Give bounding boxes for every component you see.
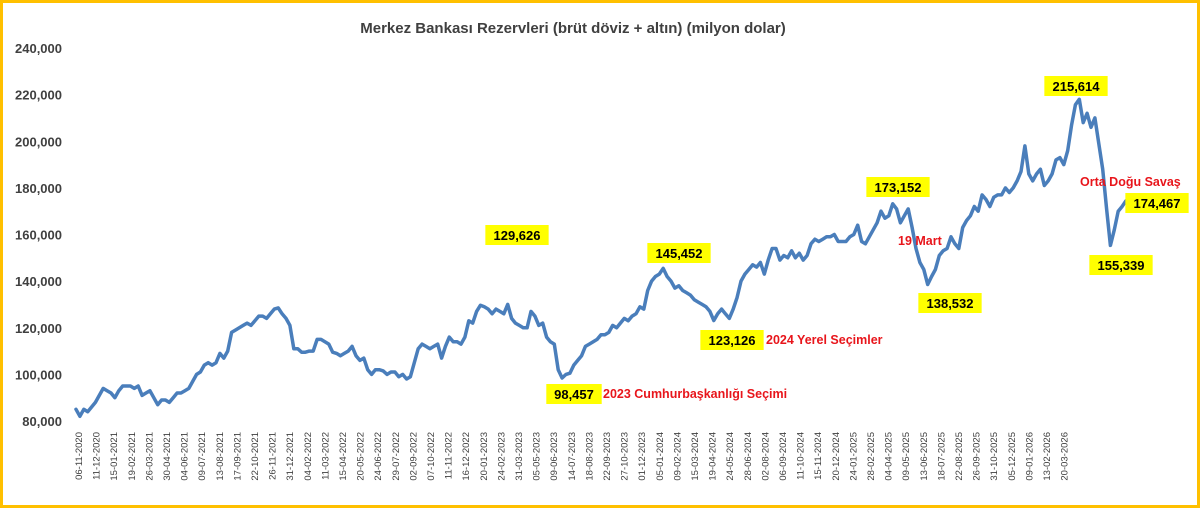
x-tick-label: 09-07-2021	[197, 432, 208, 481]
x-tick-label: 31-03-2023	[514, 432, 525, 481]
x-tick-label: 26-09-2025	[972, 432, 983, 481]
y-tick-label: 140,000	[15, 274, 62, 289]
x-tick-label: 20-12-2024	[831, 432, 842, 481]
x-tick-label: 07-10-2022	[426, 432, 437, 481]
y-tick-label: 100,000	[15, 367, 62, 382]
x-tick-label: 18-07-2025	[936, 432, 947, 481]
y-tick-label: 220,000	[15, 88, 62, 103]
data-label: 215,614	[1053, 79, 1101, 94]
chart-title: Merkez Bankası Rezervleri (brüt döviz + …	[360, 20, 786, 37]
data-label-bg	[1125, 193, 1189, 213]
annotation: 19 Mart	[898, 234, 943, 248]
x-tick-label: 13-02-2026	[1042, 432, 1053, 481]
data-label: 145,452	[656, 246, 703, 261]
x-tick-label: 06-09-2024	[778, 432, 789, 481]
x-tick-label: 31-12-2021	[285, 432, 296, 481]
x-tick-label: 16-12-2022	[461, 432, 472, 481]
x-tick-label: 22-10-2021	[250, 432, 261, 481]
x-tick-label: 15-03-2024	[690, 432, 701, 481]
x-tick-label: 27-10-2023	[620, 432, 631, 481]
data-label-bg	[700, 330, 764, 350]
annotation: 2024 Yerel Seçimler	[766, 333, 883, 347]
x-tick-label: 02-09-2022	[408, 432, 419, 481]
x-tick-label: 24-01-2025	[848, 432, 859, 481]
x-tick-label: 22-08-2025	[954, 432, 965, 481]
y-tick-label: 200,000	[15, 134, 62, 149]
x-tick-label: 26-03-2021	[144, 432, 155, 481]
data-label-bg	[1044, 76, 1108, 96]
x-tick-label: 09-06-2023	[549, 432, 560, 481]
x-tick-label: 11-10-2024	[796, 432, 807, 480]
data-label-bg	[866, 177, 930, 197]
x-tick-label: 15-01-2021	[109, 432, 120, 481]
y-tick-label: 160,000	[15, 228, 62, 243]
data-label: 173,152	[875, 180, 922, 195]
annotations: 2023 Cumhurbaşkanlığı Seçimi 2024 Yerel S…	[603, 175, 1181, 401]
data-label-bg	[647, 243, 711, 263]
data-label: 138,532	[927, 296, 974, 311]
x-tick-label: 01-12-2023	[637, 432, 648, 481]
x-tick-label: 02-08-2024	[760, 432, 771, 481]
x-tick-label: 15-11-2024	[813, 432, 824, 480]
data-label: 129,626	[494, 228, 541, 243]
x-tick-label: 11-03-2022	[320, 432, 331, 480]
x-tick-label: 15-04-2022	[338, 432, 349, 481]
x-axis: 06-11-2020 11-12-2020 15-01-2021 19-02-2021…	[74, 432, 1071, 481]
x-tick-label: 20-03-2026	[1060, 432, 1071, 481]
x-tick-label: 11-11-2022	[444, 432, 455, 479]
x-tick-label: 29-07-2022	[391, 432, 402, 481]
x-tick-label: 18-08-2023	[584, 432, 595, 481]
y-tick-label: 80,000	[22, 414, 62, 429]
x-tick-label: 05-12-2025	[1007, 432, 1018, 481]
x-tick-label: 30-04-2021	[162, 432, 173, 481]
data-label-bg	[918, 293, 982, 313]
data-label-bg	[1089, 255, 1153, 275]
x-tick-label: 24-06-2022	[373, 432, 384, 481]
x-tick-label: 13-06-2025	[919, 432, 930, 481]
data-label: 98,457	[554, 387, 594, 402]
x-tick-label: 24-05-2024	[725, 432, 736, 481]
data-label: 155,339	[1098, 258, 1145, 273]
x-tick-label: 28-02-2025	[866, 432, 877, 481]
data-labels: 129,626 98,457 145,452 123,126 173,152 138,53…	[485, 76, 1189, 404]
x-tick-label: 22-09-2023	[602, 432, 613, 481]
x-tick-label: 26-11-2021	[268, 432, 279, 480]
x-tick-label: 05-01-2024	[655, 432, 666, 481]
x-tick-label: 09-01-2026	[1024, 432, 1035, 481]
x-tick-label: 04-06-2021	[180, 432, 191, 481]
x-tick-label: 20-01-2023	[479, 432, 490, 481]
x-tick-label: 20-05-2022	[356, 432, 367, 481]
x-tick-label: 09-02-2024	[672, 432, 683, 481]
x-tick-label: 05-05-2023	[532, 432, 543, 481]
data-label-bg	[546, 384, 602, 404]
x-tick-label: 14-07-2023	[567, 432, 578, 481]
annotation: Orta Doğu Savaş	[1080, 175, 1181, 189]
x-tick-label: 28-06-2024	[743, 432, 754, 481]
x-tick-label: 19-04-2024	[708, 432, 719, 481]
x-tick-label: 31-10-2025	[989, 432, 1000, 481]
series-line	[74, 97, 1128, 419]
y-axis: 80,000 100,000 120,000 140,000 160,000 180,00…	[15, 41, 62, 429]
y-tick-label: 240,000	[15, 41, 62, 56]
x-tick-label: 17-09-2021	[232, 432, 243, 481]
x-tick-label: 13-08-2021	[215, 432, 226, 481]
data-label-bg	[485, 225, 549, 245]
y-tick-label: 180,000	[15, 181, 62, 196]
x-tick-label: 24-02-2023	[496, 432, 507, 481]
x-tick-label: 11-12-2020	[92, 432, 103, 480]
x-tick-label: 09-05-2025	[901, 432, 912, 481]
x-tick-label: 19-02-2021	[127, 432, 138, 481]
x-tick-label: 04-04-2025	[884, 432, 895, 481]
annotation: 2023 Cumhurbaşkanlığı Seçimi	[603, 387, 787, 401]
y-tick-label: 120,000	[15, 321, 62, 336]
data-label: 123,126	[709, 333, 756, 348]
x-tick-label: 04-02-2022	[303, 432, 314, 481]
x-tick-label: 06-11-2020	[74, 432, 85, 480]
data-label: 174,467	[1134, 196, 1181, 211]
